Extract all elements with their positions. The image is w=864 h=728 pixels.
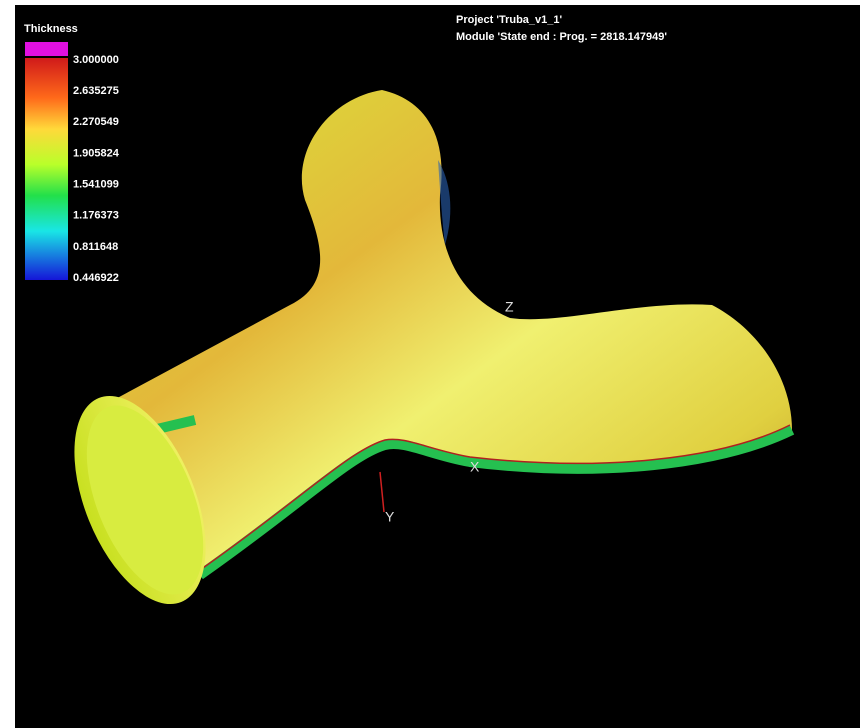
legend-title: Thickness <box>24 23 78 35</box>
legend-label: 1.176373 <box>73 210 119 222</box>
legend-label: 2.635275 <box>73 85 119 97</box>
legend-label: 1.541099 <box>73 178 119 190</box>
legend-label: 1.905824 <box>73 147 120 159</box>
project-label: Project 'Truba_v1_1' <box>456 14 563 26</box>
legend-label: 0.811648 <box>73 241 118 253</box>
x-axis-label: X <box>470 459 480 475</box>
y-axis-label: Y <box>385 509 395 525</box>
legend-label: 0.446922 <box>73 272 119 284</box>
legend-label: 3.000000 <box>73 54 119 66</box>
z-axis-label: Z <box>505 299 514 315</box>
legend-label: 2.270549 <box>73 116 119 128</box>
module-label: Module 'State end : Prog. = 2818.147949' <box>456 31 667 43</box>
viewport: Thickness 3.000000 2.635275 2.270549 1.9058… <box>0 0 864 728</box>
legend-bar <box>25 58 68 280</box>
legend-overflow <box>25 42 68 56</box>
